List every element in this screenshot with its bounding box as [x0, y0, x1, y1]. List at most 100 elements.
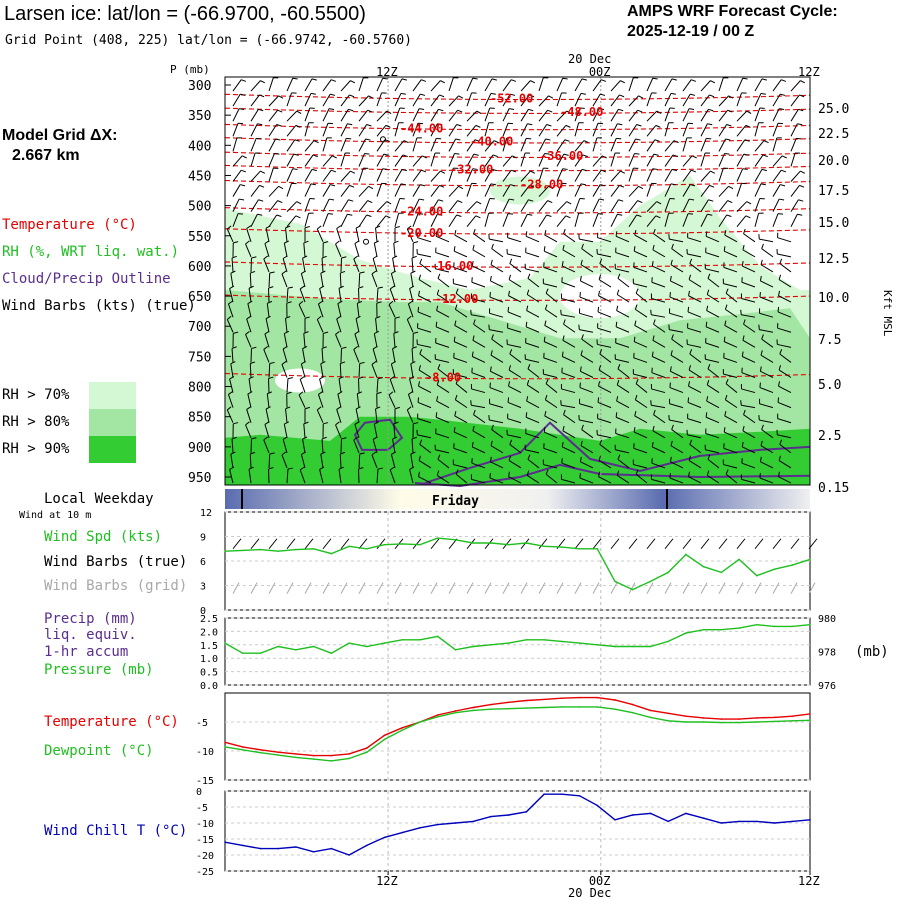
wind-barb — [268, 214, 278, 227]
wind-barb — [633, 373, 648, 378]
wind-speed-series-point — [720, 571, 723, 574]
wind-barb — [580, 445, 594, 454]
wind-barb-feather — [491, 243, 494, 249]
wind-barb — [754, 122, 760, 137]
wind-barb-feather — [394, 225, 400, 229]
pressure-tick-label: 700 — [188, 320, 211, 335]
wind-barb — [372, 258, 378, 273]
wind-barb — [688, 460, 702, 469]
wind-barb — [286, 201, 298, 212]
wind-barb — [635, 473, 648, 484]
wind-barb-feather — [655, 124, 661, 128]
wind-barb — [466, 125, 477, 137]
surface-wind-barb — [628, 538, 638, 550]
wind-barb — [227, 303, 234, 318]
wind-barb-feather — [798, 199, 804, 202]
wind-barb-feather — [779, 258, 783, 264]
wind-barb — [340, 152, 346, 167]
wind-barb — [412, 108, 420, 122]
wind-barb — [410, 454, 414, 469]
wind-barb — [545, 308, 558, 318]
temperature-series-point — [631, 703, 634, 706]
wind-barb-feather — [268, 286, 274, 289]
wind-barb — [358, 214, 368, 227]
wind-barb-feather — [687, 397, 690, 403]
wind-barb-feather — [359, 361, 365, 364]
wind-barb-feather — [268, 376, 274, 380]
wind-barb — [264, 243, 270, 258]
wind-barb-feather — [437, 364, 441, 370]
wind-barb — [502, 108, 510, 122]
wind-barb — [245, 334, 252, 348]
wind-barb — [628, 153, 635, 167]
wind-barb — [556, 183, 563, 197]
wind-barb — [682, 184, 691, 197]
wind-barb — [248, 378, 252, 393]
wind-barb — [263, 439, 270, 454]
grid-wind-barb — [682, 582, 690, 594]
wind-barb — [574, 198, 581, 212]
wind-barb — [772, 79, 782, 92]
wind-barb — [250, 138, 257, 152]
wind-barb-feather — [545, 378, 549, 384]
wind-barb-feather — [230, 270, 236, 274]
wind-barb-feather — [310, 92, 316, 95]
wind-barb — [664, 154, 674, 167]
wind-barb — [507, 434, 522, 439]
temperature-contour-label: -8.00 — [425, 370, 461, 384]
temperature-series-point — [561, 697, 563, 700]
wind-barb-feather — [455, 288, 459, 294]
wind-barb-feather — [247, 391, 253, 395]
temperature-contour-label: -20.00 — [400, 226, 443, 240]
wind-barb-feather — [287, 286, 293, 289]
pressure-series-point — [773, 625, 776, 628]
wind-barb — [490, 370, 504, 378]
wind-barb-feather — [525, 412, 528, 418]
wind-barb — [448, 168, 454, 182]
wind-barb — [354, 243, 360, 258]
wind-barb-feather — [745, 215, 751, 219]
wind-barb — [777, 418, 792, 424]
temperature-ytick-label: -10 — [196, 747, 214, 758]
wind-barb — [471, 298, 486, 303]
pressure-series-point — [241, 652, 244, 654]
wind-barb-feather — [724, 410, 727, 417]
wind-barb-feather — [406, 406, 412, 411]
wind-barb — [412, 198, 420, 212]
grid-wind-barb — [412, 582, 420, 594]
surface-wind-barb — [790, 538, 800, 550]
wind-barb — [448, 124, 458, 137]
surface-wind-barb — [358, 538, 368, 550]
wind-barb — [245, 243, 252, 258]
wind-barb-feather — [282, 436, 288, 440]
wind-barb-feather — [746, 201, 752, 205]
wind-barb-feather — [527, 273, 531, 279]
wind-barb-feather — [335, 421, 340, 426]
wind-barb-feather — [367, 200, 373, 203]
wind-barb — [538, 77, 544, 92]
wind-chill-ytick-label: -10 — [196, 819, 214, 830]
wind-barb-feather — [671, 334, 674, 340]
wind-barb-feather — [473, 153, 479, 156]
wind-barb — [772, 184, 781, 197]
wind-barb — [670, 354, 684, 363]
wind-barb-feather — [233, 331, 239, 334]
wind-barb-feather — [419, 349, 423, 355]
wind-barb — [772, 137, 778, 152]
wind-barb-feather — [562, 168, 568, 170]
wind-barb-feather — [239, 108, 245, 111]
wind-barb-feather — [653, 228, 656, 234]
wind-barb — [232, 198, 240, 212]
height-tick-label: 17.5 — [818, 184, 849, 199]
grid-wind-barb — [646, 582, 654, 594]
wind-barb — [628, 185, 639, 197]
pressure-tick-label: 300 — [188, 79, 211, 94]
dewpoint-series-point — [649, 716, 652, 719]
wind-barb — [628, 124, 638, 137]
wind-barb — [508, 295, 522, 303]
wind-barb — [628, 109, 639, 122]
wind-barb-feather — [282, 255, 288, 259]
wind-speed-series-point — [525, 542, 528, 544]
wind-barb — [502, 79, 512, 92]
wind-barb — [471, 388, 486, 394]
